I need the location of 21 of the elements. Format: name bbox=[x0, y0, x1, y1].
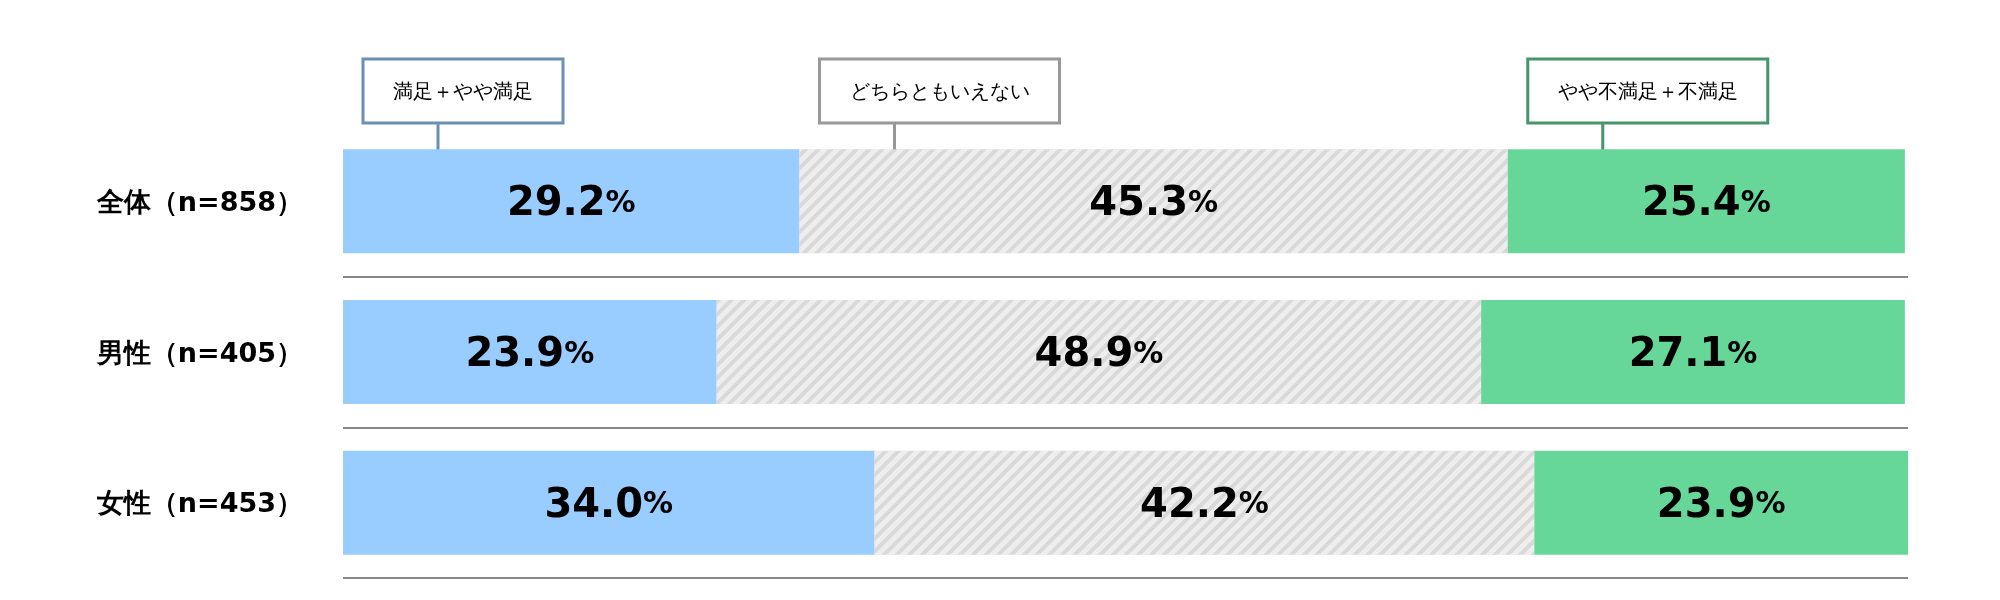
text: やや不満足＋不満足 bbox=[1557, 79, 1738, 103]
data-label: 42.2% bbox=[1140, 479, 1269, 526]
bar bbox=[1481, 300, 1905, 404]
y-tick-label: 男性（n=405） bbox=[95, 336, 303, 368]
data-label: 27.1% bbox=[1628, 329, 1758, 375]
data-label: 23.9% bbox=[465, 329, 595, 375]
bar bbox=[1507, 149, 1905, 254]
data-label: 29.2% bbox=[506, 178, 636, 225]
data-label: 45.3% bbox=[1089, 178, 1219, 225]
bar bbox=[343, 149, 800, 254]
data-label: 23.9% bbox=[1656, 479, 1786, 526]
bar bbox=[343, 300, 717, 404]
bar bbox=[1534, 450, 1908, 555]
text: どちらともいえない bbox=[849, 79, 1030, 103]
data-label: 34.0% bbox=[544, 479, 674, 526]
text: 満足＋やや満足 bbox=[393, 79, 533, 103]
bar bbox=[343, 450, 875, 555]
y-tick-label: 全体（n=858） bbox=[95, 185, 303, 217]
data-label: 25.4% bbox=[1641, 178, 1771, 225]
data-label: 48.9% bbox=[1034, 329, 1164, 375]
y-tick-label: 女性（n=453） bbox=[95, 487, 303, 519]
